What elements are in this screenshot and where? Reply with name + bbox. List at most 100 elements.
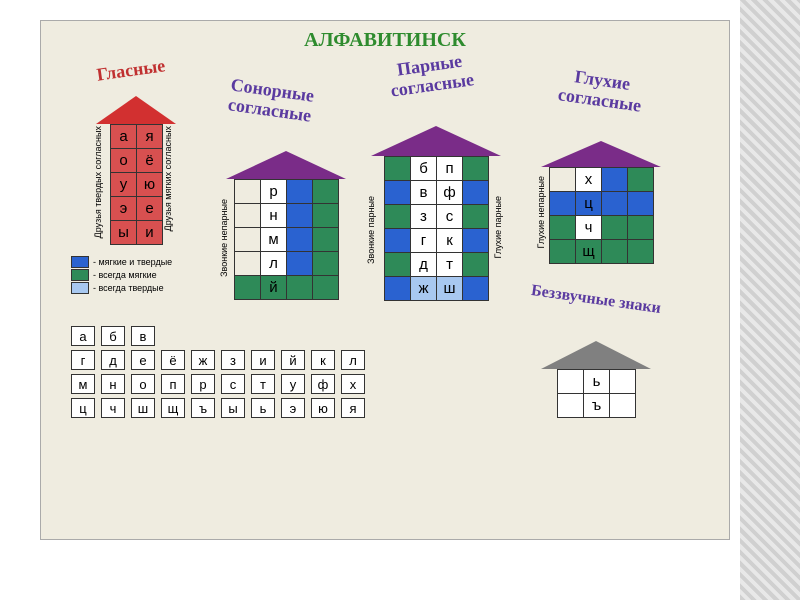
letter-cell xyxy=(628,168,654,192)
letter-cell xyxy=(385,205,411,229)
letter-cell: й xyxy=(261,276,287,300)
letter-cell xyxy=(602,192,628,216)
legend-row: - всегда мягкие xyxy=(71,269,172,281)
roof-icon xyxy=(226,151,346,179)
alphabet-cell: м xyxy=(71,374,95,394)
vowels-grid: аяоёуюэеыи xyxy=(110,124,163,245)
letter-cell xyxy=(235,228,261,252)
letter-cell xyxy=(463,157,489,181)
paired-title: Парные согласные xyxy=(359,46,503,105)
alphabet-cell: г xyxy=(71,350,95,370)
letter-cell: ы xyxy=(111,221,137,245)
legend-swatch xyxy=(71,269,89,281)
diagram-canvas: АЛФАВИТИНСК Гласные аяоёуюэеыи Друзья тв… xyxy=(40,20,730,540)
letter-cell: м xyxy=(261,228,287,252)
alphabet-cell: б xyxy=(101,326,125,346)
paired-grid: бпвфзсгкдтжш xyxy=(384,156,489,301)
sonorants-title: Сонорные согласные xyxy=(199,71,343,130)
letter-cell xyxy=(628,216,654,240)
letter-cell: а xyxy=(111,125,137,149)
alphabet-cell: с xyxy=(221,374,245,394)
letter-cell xyxy=(558,370,584,394)
letter-cell: я xyxy=(137,125,163,149)
letter-cell: ц xyxy=(576,192,602,216)
legend-label: - всегда твердые xyxy=(93,283,164,293)
alphabet-cell: ё xyxy=(161,350,185,370)
letter-cell xyxy=(313,204,339,228)
alphabet-row: гдеёжзийкл xyxy=(71,350,365,370)
alphabet-cell: э xyxy=(281,398,305,418)
letter-cell xyxy=(602,216,628,240)
alphabet-cell: щ xyxy=(161,398,185,418)
letter-cell: е xyxy=(137,197,163,221)
letter-cell xyxy=(385,277,411,301)
letter-cell: д xyxy=(411,253,437,277)
alphabet-cell: о xyxy=(131,374,155,394)
letter-cell xyxy=(313,180,339,204)
alphabet-cell: й xyxy=(281,350,305,370)
letter-cell: у xyxy=(111,173,137,197)
alphabet-cell: ф xyxy=(311,374,335,394)
alphabet-cell: я xyxy=(341,398,365,418)
alphabet-cell: х xyxy=(341,374,365,394)
roof-icon xyxy=(541,341,651,369)
legend-swatch xyxy=(71,282,89,294)
roof-icon xyxy=(371,126,501,156)
letter-cell xyxy=(463,181,489,205)
letter-cell: ь xyxy=(584,370,610,394)
letter-cell: х xyxy=(576,168,602,192)
letter-cell xyxy=(235,252,261,276)
voiceless-title: Глухие согласные xyxy=(529,61,673,120)
right-stripe xyxy=(740,0,800,600)
alphabet-row: цчшщъыьэюя xyxy=(71,398,365,418)
letter-cell: г xyxy=(411,229,437,253)
letter-cell xyxy=(558,394,584,418)
letter-cell xyxy=(463,205,489,229)
letter-cell xyxy=(287,204,313,228)
letter-cell: ю xyxy=(137,173,163,197)
roof-icon xyxy=(96,96,176,124)
letter-cell xyxy=(235,180,261,204)
paired-side-left: Звонкие парные xyxy=(366,196,376,264)
letter-cell xyxy=(313,252,339,276)
letter-cell: ж xyxy=(411,277,437,301)
alphabet-cell: е xyxy=(131,350,155,370)
vowels-side-right: Друзья мягких согласных xyxy=(163,126,173,231)
paired-side-right: Глухие парные xyxy=(493,196,503,258)
legend-swatch xyxy=(71,256,89,268)
letter-cell: ф xyxy=(437,181,463,205)
alphabet-cell: д xyxy=(101,350,125,370)
voiceless-house: хцчщ xyxy=(541,141,661,264)
letter-cell: к xyxy=(437,229,463,253)
voiceless-side-left: Глухие непарные xyxy=(536,176,546,248)
alphabet-cell: н xyxy=(101,374,125,394)
letter-cell: п xyxy=(437,157,463,181)
letter-cell: р xyxy=(261,180,287,204)
alphabet-cell: ь xyxy=(251,398,275,418)
alphabet-cell: и xyxy=(251,350,275,370)
alphabet-cell: ю xyxy=(311,398,335,418)
alphabet-row: мнопрстуфх xyxy=(71,374,365,394)
alphabet-cell: в xyxy=(131,326,155,346)
silent-title: Беззвучные знаки xyxy=(516,280,677,320)
paired-house: бпвфзсгкдтжш xyxy=(371,126,501,301)
letter-cell: ъ xyxy=(584,394,610,418)
letter-cell xyxy=(550,240,576,264)
letter-cell xyxy=(287,228,313,252)
letter-cell xyxy=(313,228,339,252)
letter-cell xyxy=(550,168,576,192)
alphabet-cell: ш xyxy=(131,398,155,418)
sonorants-house: рнмлй xyxy=(226,151,346,300)
letter-cell xyxy=(602,240,628,264)
vowels-title: Гласные xyxy=(70,53,192,89)
silent-grid: ьъ xyxy=(557,369,636,418)
letter-cell: ё xyxy=(137,149,163,173)
letter-cell xyxy=(287,252,313,276)
letter-cell xyxy=(385,229,411,253)
letter-cell: б xyxy=(411,157,437,181)
letter-cell xyxy=(287,276,313,300)
alphabet-grid: абвгдеёжзийклмнопрстуфхцчшщъыьэюя xyxy=(71,326,365,422)
letter-cell xyxy=(602,168,628,192)
letter-cell: ш xyxy=(437,277,463,301)
letter-cell xyxy=(463,229,489,253)
